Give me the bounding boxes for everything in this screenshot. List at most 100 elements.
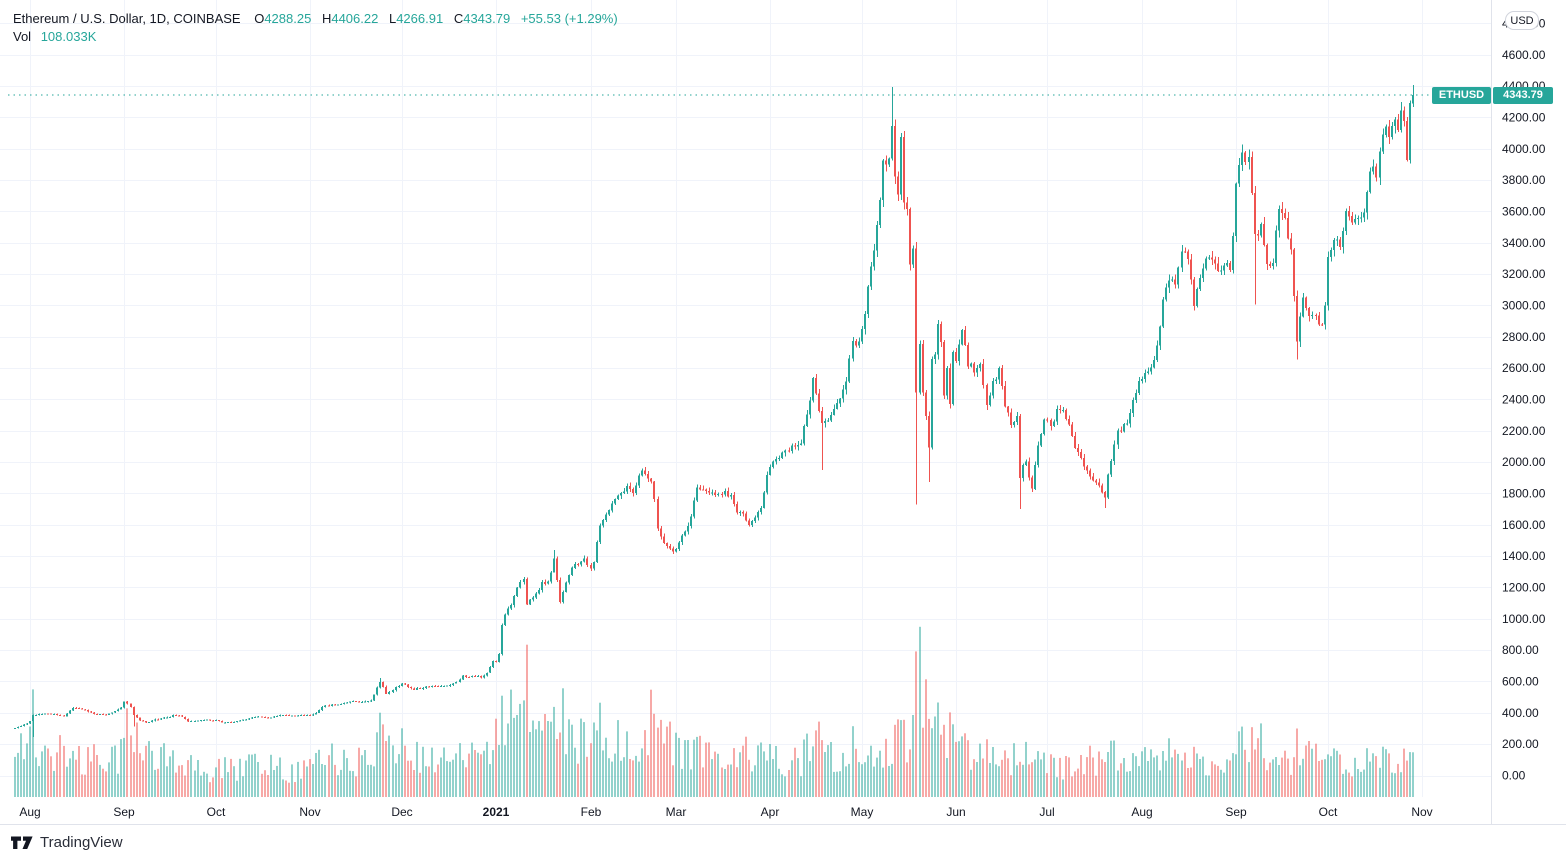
candle-body xyxy=(1171,279,1173,281)
volume-bar xyxy=(297,761,299,797)
candle-body xyxy=(455,681,457,684)
volume-bar xyxy=(264,770,266,797)
candle-body xyxy=(513,595,515,606)
volume-bar xyxy=(757,745,759,797)
candle xyxy=(982,359,984,389)
candle xyxy=(1074,431,1076,450)
candle xyxy=(203,719,205,722)
candle-body xyxy=(346,702,348,704)
candle xyxy=(288,714,290,717)
candle xyxy=(254,716,256,718)
candle xyxy=(1275,225,1277,267)
candle xyxy=(1333,238,1335,257)
price-tick-label: 3800.00 xyxy=(1502,173,1546,187)
tradingview-logo[interactable]: TradingView xyxy=(11,834,123,851)
volume-bar xyxy=(90,761,92,797)
candle xyxy=(986,383,988,410)
candle-body xyxy=(772,461,774,467)
candle-body xyxy=(690,516,692,526)
candle-body xyxy=(1199,278,1201,289)
candle-body xyxy=(571,567,573,575)
volume-bar xyxy=(75,759,77,797)
volume-bar xyxy=(510,689,512,797)
candle xyxy=(233,721,235,723)
volume-bar xyxy=(513,717,515,797)
candle xyxy=(1263,217,1265,247)
candle xyxy=(666,542,668,549)
candle xyxy=(1098,478,1100,488)
volume-bar xyxy=(1257,738,1259,797)
volume-bar xyxy=(949,712,951,797)
volume-bar xyxy=(1089,745,1091,797)
volume-bar xyxy=(565,754,567,797)
candle xyxy=(593,561,595,571)
candle-body xyxy=(529,599,531,605)
volume-bar xyxy=(1406,760,1408,797)
symbol-title[interactable]: Ethereum / U.S. Dollar, 1D, COINBASE xyxy=(13,11,241,26)
time-axis[interactable]: Aug Sep Oct Nov Dec 2021 Feb Mar Apr May Jun Jul Aug… xyxy=(19,805,1432,819)
candle xyxy=(763,490,765,509)
candle-body xyxy=(897,176,899,195)
candle-body xyxy=(617,495,619,499)
candle-body xyxy=(1266,244,1268,265)
candle xyxy=(1385,124,1387,138)
volume-bar xyxy=(1022,764,1024,797)
candle-wick xyxy=(1337,235,1338,246)
candle xyxy=(154,718,156,722)
candle xyxy=(1400,102,1402,133)
candle xyxy=(864,311,866,335)
candle-body xyxy=(413,688,415,690)
candle xyxy=(1357,215,1359,226)
candle xyxy=(1062,407,1064,413)
candle xyxy=(96,713,98,715)
candle xyxy=(672,546,674,555)
candle-body xyxy=(562,592,564,602)
candle xyxy=(398,685,400,688)
candle xyxy=(340,703,342,706)
volume-bar xyxy=(361,755,363,797)
candle xyxy=(657,496,659,531)
volume-bar xyxy=(1190,767,1192,797)
volume-bar xyxy=(1397,763,1399,797)
candle-body xyxy=(717,493,719,495)
candle xyxy=(775,456,777,465)
candle-body xyxy=(1385,126,1387,135)
candle-body xyxy=(559,579,561,602)
volume-bar xyxy=(72,750,74,797)
candle-body xyxy=(151,720,153,723)
candle xyxy=(416,687,418,691)
candle-body xyxy=(1302,297,1304,317)
volume-bar xyxy=(154,769,156,797)
candle xyxy=(967,342,969,369)
volume-bar xyxy=(590,743,592,797)
candle-body xyxy=(29,721,31,724)
volume-bar xyxy=(870,745,872,797)
volume-bar xyxy=(602,750,604,797)
candle-body xyxy=(1120,430,1122,432)
volume-bar xyxy=(1077,768,1079,797)
candle xyxy=(477,675,479,678)
candle xyxy=(315,712,317,715)
legend-volume-row: Vol 108.033K xyxy=(13,28,618,46)
volume-bar xyxy=(1177,753,1179,797)
volume-bar xyxy=(644,730,646,797)
volume-bar xyxy=(772,759,774,797)
candle xyxy=(133,706,135,727)
candle xyxy=(1260,222,1262,238)
candle xyxy=(197,720,199,722)
price-axis[interactable]: 0.00 200.00 400.00 600.00 800.00 1000.00 1200.… xyxy=(1502,17,1546,783)
candle-body xyxy=(791,445,793,451)
candle xyxy=(200,719,202,722)
volume-bar xyxy=(1360,771,1362,797)
candle xyxy=(675,548,677,553)
candle xyxy=(1043,418,1045,436)
candle-body xyxy=(1040,433,1042,446)
currency-toggle-button[interactable]: USD xyxy=(1505,11,1539,30)
candle-body xyxy=(596,542,598,563)
volume-bar xyxy=(334,764,336,797)
candle xyxy=(20,725,22,728)
candle-wick xyxy=(1221,265,1222,276)
candle-body xyxy=(1101,485,1103,493)
volume-bar xyxy=(1244,749,1246,797)
